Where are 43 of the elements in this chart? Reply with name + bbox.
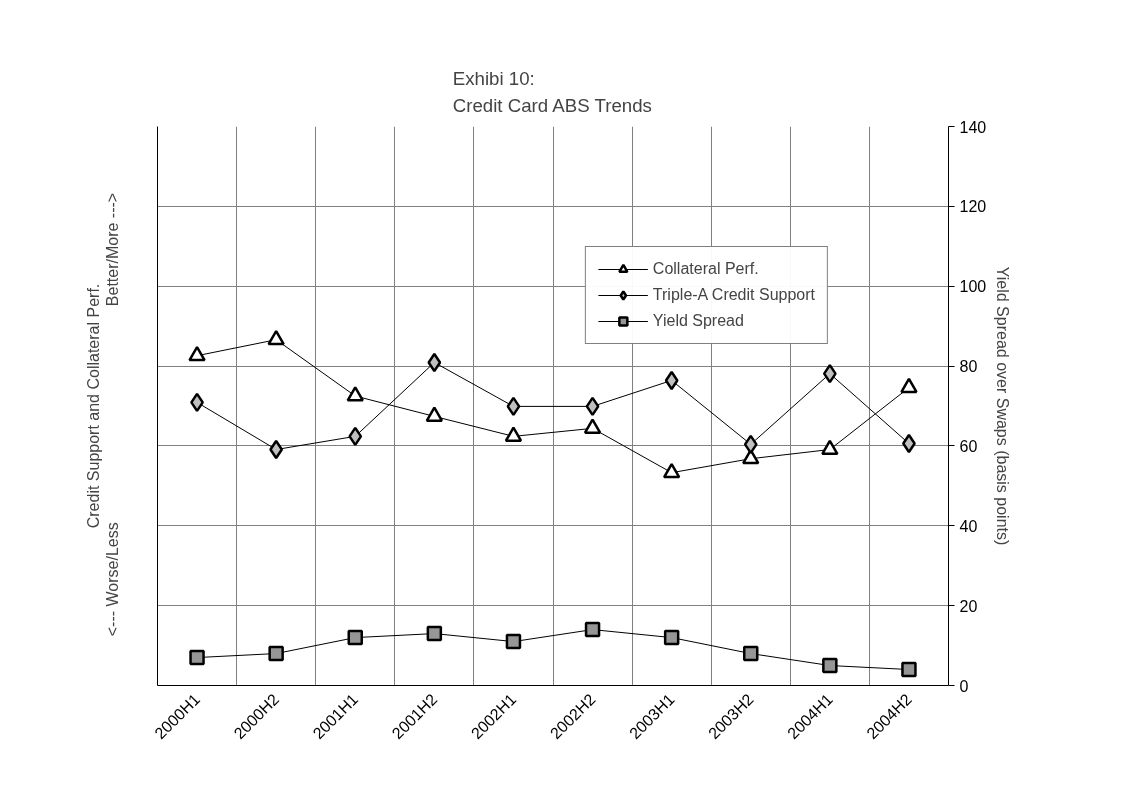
point — [822, 657, 838, 674]
y-tick-label: 60 — [959, 437, 978, 455]
point — [426, 625, 443, 642]
y-axis-title: Credit Support and Collateral Perf. — [84, 283, 102, 529]
point — [346, 386, 364, 402]
point — [425, 406, 444, 422]
point — [427, 352, 442, 373]
y-tick-label: 80 — [959, 358, 978, 376]
point — [188, 345, 206, 362]
point — [743, 434, 758, 455]
y-tick-label: 40 — [959, 517, 978, 535]
point — [269, 439, 284, 460]
y-tick-label: 20 — [959, 597, 978, 615]
y-tick-label: 120 — [959, 198, 987, 216]
legend-label: Yield Spread — [652, 312, 744, 330]
point — [743, 645, 759, 662]
point — [506, 396, 521, 417]
point — [901, 661, 917, 678]
point — [347, 629, 363, 646]
point — [583, 418, 602, 434]
point — [900, 377, 918, 394]
legend-label: Collateral Perf. — [652, 260, 759, 278]
point — [505, 633, 522, 650]
point — [821, 439, 839, 456]
y-tick-label: 0 — [959, 677, 969, 695]
point — [822, 363, 837, 384]
point — [662, 462, 681, 479]
point — [664, 370, 679, 391]
point — [189, 649, 205, 666]
point — [584, 621, 601, 638]
legend-label: Triple-A Credit Support — [652, 286, 815, 304]
point — [663, 629, 680, 646]
point — [348, 426, 363, 447]
point — [504, 426, 523, 442]
text: Better/More ---> — [104, 192, 122, 307]
chart-title: Exhibi 10: Credit Card ABS Trends — [452, 68, 652, 117]
text: <--- Worse/Less — [104, 522, 122, 637]
point — [268, 645, 284, 662]
y-tick-label: 100 — [959, 278, 987, 296]
point — [585, 396, 600, 417]
point — [267, 329, 285, 346]
y-tick-label: 140 — [959, 118, 987, 136]
y2-axis-title: Yield Spread over Swaps (basis points) — [994, 266, 1012, 546]
